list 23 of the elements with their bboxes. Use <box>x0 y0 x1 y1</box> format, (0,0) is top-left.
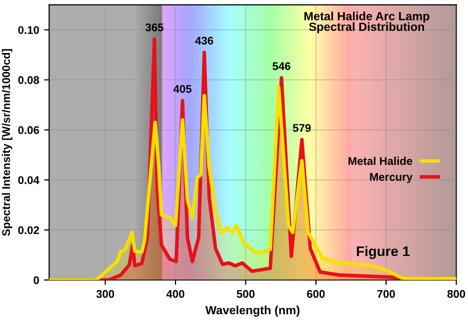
x-tick-label: 700 <box>377 290 395 298</box>
y-tick-label: 0 <box>34 276 39 284</box>
x-axis-title: Wavelength (nm) <box>205 306 300 317</box>
y-tick-label: 0.06 <box>18 126 40 134</box>
y-tick-label: 0.02 <box>18 226 39 234</box>
legend-label: Mercury <box>370 173 413 184</box>
x-tick-label: 300 <box>96 290 114 298</box>
annotation: 546 <box>272 62 290 70</box>
x-tick-label: 800 <box>447 290 466 298</box>
annotation: 365 <box>145 23 164 32</box>
x-tick-label: 400 <box>166 290 184 298</box>
annotation: 405 <box>173 85 192 93</box>
y-tick-label: 0.10 <box>18 26 39 34</box>
x-tick-label: 600 <box>307 290 325 298</box>
annotation: 579 <box>292 124 311 132</box>
x-tick-label: 500 <box>236 290 255 298</box>
annotation: Figure 1 <box>356 246 410 259</box>
y-tick-label: 0.04 <box>18 176 40 184</box>
text: Metal Halide Arc Lamp Spectral Distribution <box>304 12 430 34</box>
legend-label: Metal Halide <box>348 156 412 165</box>
annotation: 436 <box>195 36 214 45</box>
y-tick-label: 0.08 <box>18 76 40 84</box>
y-axis-title: Spectral Intensity [W/sr/nm/1000cd] <box>2 49 12 236</box>
